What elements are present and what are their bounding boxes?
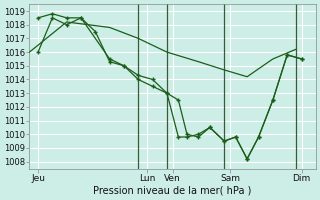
- X-axis label: Pression niveau de la mer( hPa ): Pression niveau de la mer( hPa ): [93, 186, 252, 196]
